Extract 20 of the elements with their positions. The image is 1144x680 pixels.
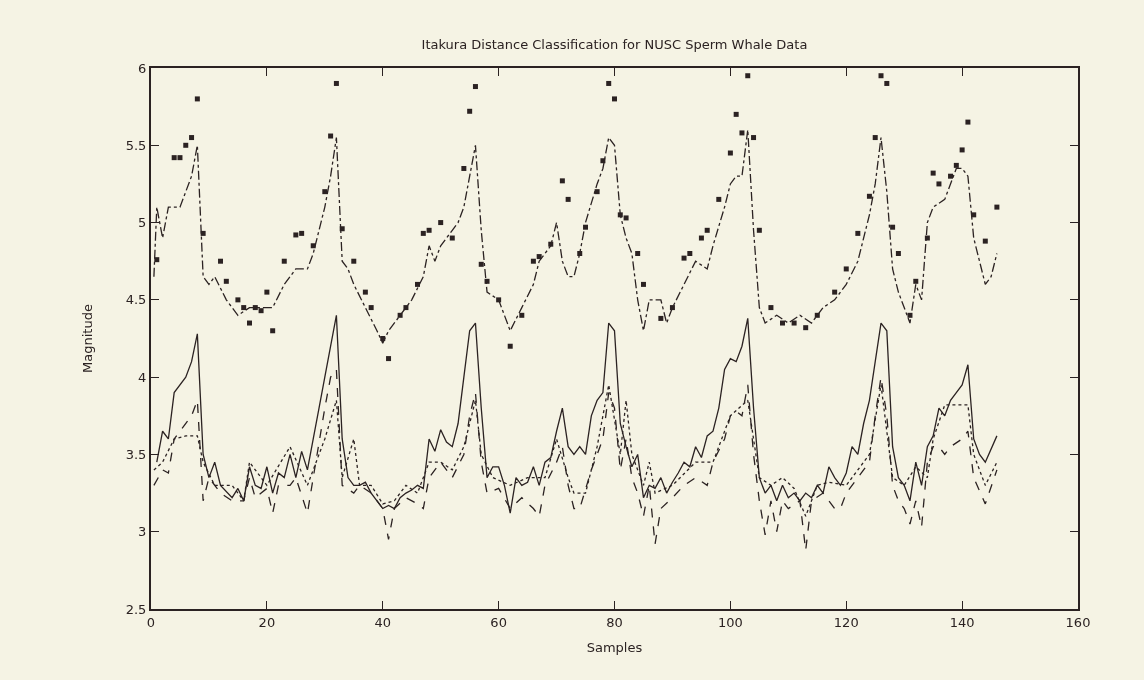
x-tick-label: 20 — [258, 614, 276, 630]
x-tick-label: 160 — [1065, 614, 1091, 630]
x-tick-label: 120 — [833, 614, 859, 630]
x-tick-label: 80 — [606, 614, 623, 630]
y-tick-label: 3.5 — [125, 446, 147, 462]
x-tick-label: 40 — [374, 614, 392, 630]
y-tick-label: 2.5 — [125, 601, 147, 617]
x-tick-label: 140 — [949, 614, 975, 630]
y-tick-label: 5.5 — [125, 137, 147, 153]
x-axis-title: Samples — [586, 639, 643, 655]
y-tick-label: 5 — [138, 215, 147, 231]
y-tick-label: 6 — [138, 60, 147, 76]
y-tick-label: 3 — [138, 524, 147, 540]
x-tick-label: 60 — [490, 614, 507, 630]
y-axis-title: Magnitude — [80, 304, 96, 373]
chart-title: Itakura Distance Classification for NUSC Sperm Whale Data — [421, 37, 808, 53]
y-tick-label: 4 — [138, 369, 147, 385]
x-tick-label: 100 — [717, 614, 743, 630]
y-tick-label: 4.5 — [125, 292, 147, 308]
x-tick-label: 0 — [146, 614, 156, 630]
